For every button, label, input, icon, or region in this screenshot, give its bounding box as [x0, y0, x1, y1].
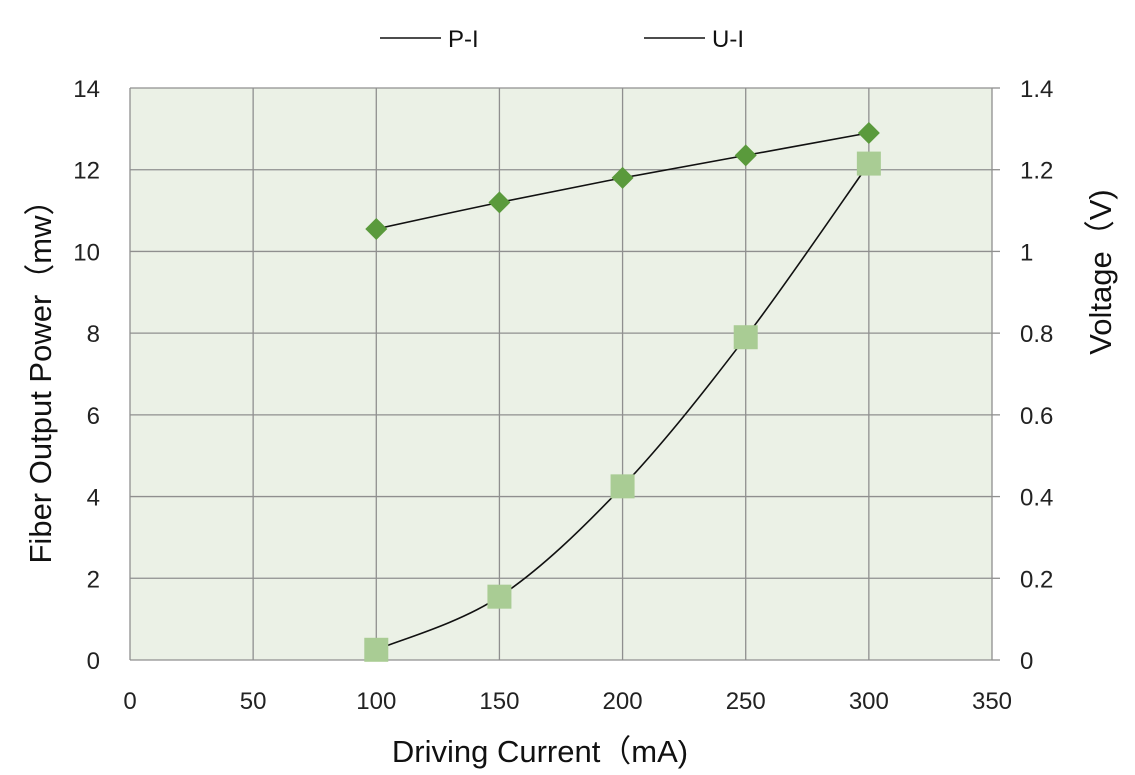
y2-tick-label: 0.2: [1020, 566, 1053, 593]
legend: P-I U-I: [380, 26, 744, 53]
y2-tick-label: 1: [1020, 239, 1033, 266]
y-tick-label: 6: [87, 403, 100, 430]
plot-area: [130, 88, 992, 660]
x-tick-label: 350: [972, 688, 1012, 715]
x-axis-title: Driving Current（mA): [392, 734, 688, 769]
y-tick-label: 0: [87, 648, 100, 675]
data-point-p-i: [487, 584, 512, 609]
y2-tick-label: 0.8: [1020, 321, 1053, 348]
data-point-p-i: [610, 474, 635, 499]
y2-tick-label: 0.4: [1020, 485, 1053, 512]
series-markers: [364, 121, 881, 662]
x-tick-label: 250: [726, 688, 766, 715]
x-tick-label: 300: [849, 688, 889, 715]
y2-tick-label: 0: [1020, 648, 1033, 675]
data-point-p-i: [364, 637, 389, 662]
y2-tick-label: 1.2: [1020, 158, 1053, 185]
legend-label-u-i: U-I: [712, 26, 744, 53]
y-axis-title: Fiber Output Power（mw）: [23, 185, 58, 564]
y-tick-label: 8: [87, 321, 100, 348]
x-tick-label: 150: [479, 688, 519, 715]
y-tick-label: 2: [87, 566, 100, 593]
legend-label-p-i: P-I: [448, 26, 479, 53]
data-point-u-i: [857, 121, 880, 144]
y-tick-label: 12: [73, 158, 100, 185]
y-tick-label: 14: [73, 76, 100, 103]
data-point-p-i: [856, 151, 881, 176]
y2-tick-label: 0.6: [1020, 403, 1053, 430]
y2-axis-title: Voltage（V): [1083, 189, 1118, 354]
x-tick-label: 100: [356, 688, 396, 715]
x-tick-label: 200: [603, 688, 643, 715]
data-point-u-i: [365, 217, 388, 240]
grid: [129, 87, 1000, 661]
x-tick-label: 50: [240, 688, 267, 715]
data-point-u-i: [611, 166, 634, 189]
y-tick-label: 10: [73, 239, 100, 266]
data-point-u-i: [734, 144, 757, 167]
x-tick-label: 0: [123, 688, 136, 715]
tick-labels: 0 50 100 150 200 250 300 350 0 2 4 6 8 10 12 14 0 0.2 0.4 0…: [73, 76, 1053, 715]
data-point-p-i: [733, 325, 758, 350]
y2-tick-label: 1.4: [1020, 76, 1053, 103]
y-tick-label: 4: [87, 485, 100, 512]
data-point-u-i: [488, 191, 511, 214]
